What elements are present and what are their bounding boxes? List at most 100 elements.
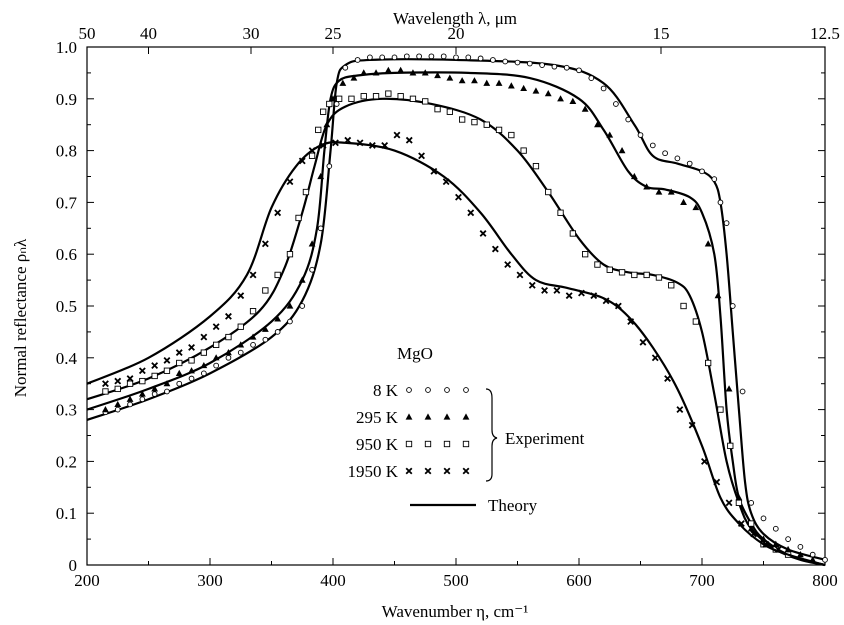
experiment-point — [225, 349, 232, 356]
experiment-point — [701, 457, 708, 465]
experiment-point — [483, 121, 490, 128]
theory-line — [86, 97, 826, 567]
experiment-point — [237, 323, 244, 330]
top-tick-label: 15 — [653, 24, 670, 43]
legend-marker — [424, 413, 432, 420]
x-tick-label: 700 — [689, 571, 715, 590]
experiment-point — [188, 344, 195, 351]
y-tick-label: 0.8 — [56, 142, 77, 161]
top-tick-label: 25 — [325, 24, 342, 43]
experiment-point — [772, 540, 780, 547]
legend-marker — [425, 387, 431, 393]
experiment-point — [725, 499, 733, 507]
experiment-point — [483, 79, 491, 86]
experiment-point — [639, 338, 647, 346]
experiment-point — [360, 69, 368, 76]
experiment-point — [175, 369, 183, 376]
experiment-point — [471, 77, 478, 84]
y-tick-label: 1.0 — [56, 38, 77, 57]
experiment-point — [625, 116, 632, 123]
experiment-point — [430, 167, 438, 175]
experiment-point — [339, 79, 347, 86]
experiment-point — [528, 281, 536, 289]
experiment-point — [643, 271, 650, 279]
experiment-point — [422, 98, 429, 105]
experiment-point — [668, 282, 675, 289]
experiment-point — [458, 77, 466, 84]
experiment-point — [163, 380, 171, 387]
experiment-point — [336, 95, 343, 102]
y-axis-title: Normal reflectance ρₙλ — [11, 238, 30, 397]
experiment-point — [262, 287, 269, 294]
experiment-point — [459, 116, 466, 123]
experiment-point — [201, 370, 207, 377]
experiment-point — [295, 214, 302, 222]
experiment-point — [421, 69, 429, 76]
legend-marker — [462, 440, 470, 448]
experiment-point — [274, 329, 281, 335]
y-tick-label: 0.6 — [56, 245, 77, 264]
experiment-point — [114, 385, 121, 393]
experiment-point — [442, 178, 450, 186]
experiment-point — [225, 354, 232, 361]
legend-title: MgO — [397, 344, 433, 363]
series-layer — [86, 53, 828, 567]
experiment-point — [785, 536, 791, 542]
experiment-point — [637, 132, 644, 138]
experiment-point — [138, 367, 146, 375]
experiment-point — [287, 318, 293, 325]
experiment-point — [711, 176, 718, 182]
experiment-point — [114, 406, 121, 413]
experiment-point — [739, 388, 746, 395]
experiment-point — [514, 59, 521, 66]
experiment-point — [249, 308, 257, 315]
y-tick-label: 0.9 — [56, 90, 77, 109]
experiment-point — [664, 375, 671, 382]
experiment-point — [600, 85, 607, 92]
experiment-point — [680, 302, 687, 310]
experiment-point — [467, 209, 475, 217]
experiment-point — [151, 362, 159, 370]
experiment-point — [760, 515, 767, 522]
experiment-point — [405, 136, 413, 144]
experiment-point — [114, 377, 122, 385]
experiment-point — [139, 396, 146, 403]
experiment-point — [557, 95, 564, 102]
experiment-point — [418, 152, 425, 160]
y-tick-label: 0.2 — [56, 452, 77, 471]
theory-line — [86, 141, 826, 567]
experiment-point — [507, 82, 515, 89]
experiment-point — [126, 395, 134, 402]
legend-marker — [463, 387, 469, 393]
experiment-point — [797, 551, 804, 558]
experiment-point — [315, 126, 322, 134]
top-tick-label: 50 — [79, 24, 96, 43]
experiment-point — [490, 57, 496, 63]
legend-marker — [424, 467, 432, 475]
x-axis-title: Wavenumber η, cm⁻¹ — [382, 602, 529, 621]
experiment-point — [602, 297, 610, 305]
experiment-point — [391, 54, 398, 61]
experiment-point — [319, 141, 327, 149]
experiment-point — [532, 87, 540, 94]
experiment-point — [188, 367, 195, 374]
experiment-point — [713, 478, 721, 486]
experiment-point — [403, 53, 410, 60]
experiment-point — [308, 240, 316, 247]
experiment-point — [409, 69, 417, 76]
experiment-point — [397, 93, 404, 100]
legend-label: 1950 K — [347, 462, 398, 481]
experiment-point — [471, 118, 478, 126]
experiment-point — [705, 359, 712, 367]
experiment-point — [627, 318, 635, 325]
experiment-point — [302, 188, 310, 196]
experiment-point — [274, 271, 281, 279]
experiment-point — [717, 406, 724, 413]
experiment-point — [688, 421, 696, 429]
experiment-point — [308, 152, 316, 159]
experiment-point — [249, 333, 257, 340]
experiment-point — [440, 53, 447, 60]
experiment-point — [606, 131, 614, 138]
experiment-point — [565, 292, 573, 300]
experiment-point — [138, 390, 146, 397]
